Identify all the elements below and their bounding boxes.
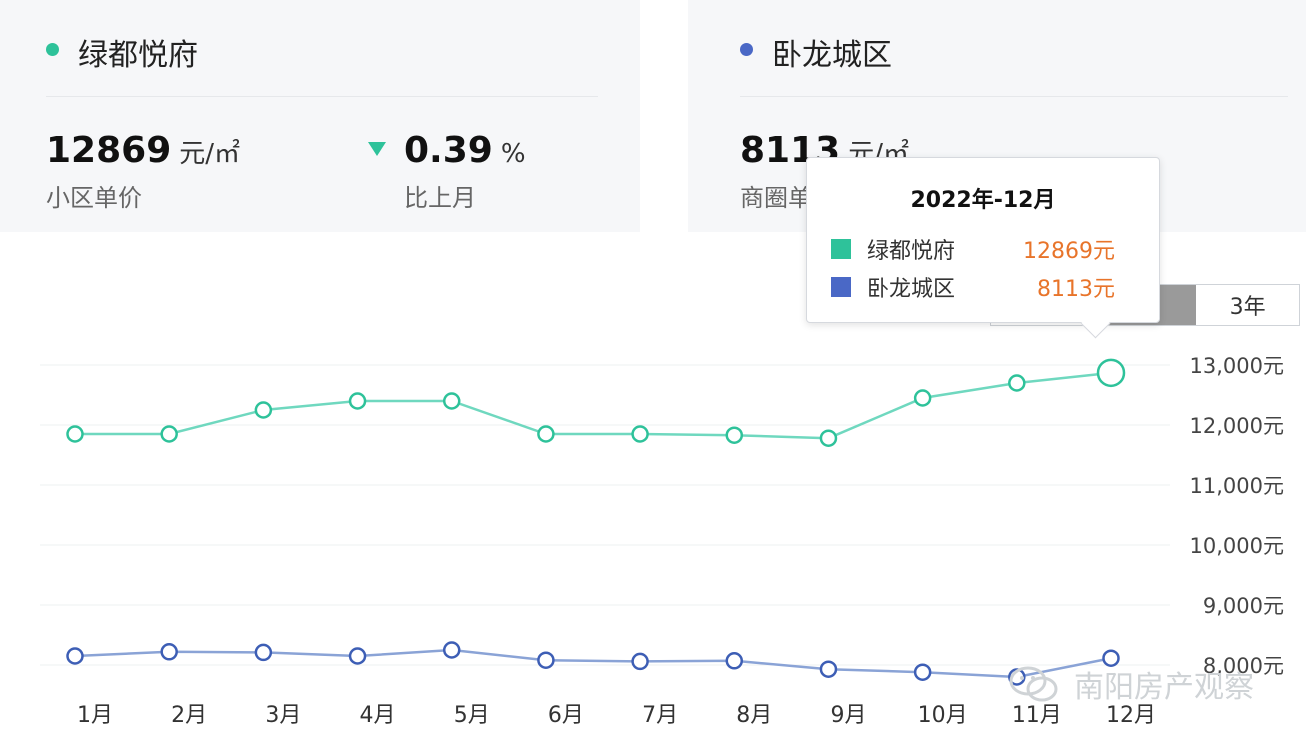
x-tick-label: 7月 — [642, 703, 678, 728]
project-title: 绿都悦府 — [78, 38, 198, 73]
project-price-value: 12869 元/㎡ — [46, 130, 240, 171]
project-price-label: 小区单价 — [46, 184, 142, 212]
data-point — [442, 641, 461, 659]
data-point — [913, 663, 932, 681]
tooltip-name-district: 卧龙城区 — [867, 277, 956, 302]
data-point — [725, 652, 744, 670]
y-tick-label: 13,000元 — [1190, 354, 1284, 378]
district-price-label: 商圈单 — [740, 184, 812, 212]
data-point — [1008, 374, 1026, 392]
y-tick-label: 11,000元 — [1190, 474, 1284, 498]
tooltip-name-project: 绿都悦府 — [867, 239, 956, 264]
data-point — [819, 429, 838, 447]
tooltip-value-project: 12869元 — [1023, 239, 1115, 264]
series-line-project — [75, 371, 1112, 440]
data-point — [348, 647, 367, 665]
data-point — [537, 425, 555, 443]
data-point — [160, 643, 178, 661]
x-tick-label: 4月 — [360, 703, 396, 728]
tooltip-row-project: 绿都悦府 12869元 — [831, 234, 1115, 264]
x-tick-label: 3月 — [265, 703, 301, 728]
y-tick-label: 12,000元 — [1190, 414, 1284, 438]
y-tick-label: 10,000元 — [1190, 534, 1284, 558]
wechat-icon — [1009, 666, 1058, 702]
card-divider — [46, 96, 598, 97]
series-line-district — [74, 648, 1112, 679]
chart-tooltip: 2022年-12月 绿都悦府 12869元 卧龙城区 8113元 — [806, 157, 1160, 323]
project-legend-dot — [46, 43, 59, 56]
y-tick-label: 8,000元 — [1203, 654, 1284, 678]
data-point — [913, 389, 932, 407]
tooltip-swatch-project — [831, 239, 851, 259]
x-tick-label: 12月 — [1106, 703, 1156, 728]
district-price-value: 8113 元/㎡ — [740, 130, 909, 171]
y-tick-label: 9,000元 — [1203, 594, 1284, 618]
watermark-text: 南阳房产观察 — [1074, 670, 1254, 705]
x-tick-label: 6月 — [548, 703, 584, 728]
x-tick-label: 5月 — [454, 703, 490, 728]
watermark: 南阳房产观察 — [1008, 662, 1254, 706]
tooltip-title: 2022年-12月 — [910, 188, 1056, 213]
x-tick-label: 8月 — [736, 703, 772, 728]
data-point — [631, 652, 649, 671]
project-price-unit: 元/㎡ — [179, 139, 241, 169]
data-point — [819, 660, 838, 678]
card-divider — [740, 96, 1288, 97]
project-price-card: 绿都悦府 12869 元/㎡ 小区单价 0.39% 比上月 — [0, 0, 640, 232]
month-change-unit: % — [500, 139, 526, 169]
range-tab-3y[interactable]: 3年 — [1229, 295, 1266, 320]
x-tick-label: 11月 — [1012, 703, 1062, 728]
project-price-number: 12869 — [46, 130, 172, 171]
data-point — [1102, 649, 1120, 667]
x-tick-label: 9月 — [830, 703, 866, 728]
x-tick-label: 10月 — [918, 703, 968, 728]
month-change-value: 0.39% — [404, 130, 526, 171]
month-change-number: 0.39 — [404, 130, 493, 171]
tooltip-row-district: 卧龙城区 8113元 — [831, 272, 1115, 302]
data-point — [1096, 358, 1126, 388]
x-tick-label: 1月 — [77, 703, 113, 728]
data-point — [348, 392, 367, 410]
district-legend-dot — [740, 43, 753, 56]
data-point — [66, 425, 84, 443]
data-point — [66, 647, 84, 665]
x-tick-label: 2月 — [171, 703, 207, 728]
down-arrow-icon — [368, 142, 386, 156]
data-point — [725, 426, 744, 444]
month-change-label: 比上月 — [404, 184, 476, 212]
data-point — [631, 425, 649, 443]
tooltip-value-district: 8113元 — [1037, 277, 1115, 302]
tooltip-swatch-district — [831, 277, 851, 297]
data-point — [537, 651, 555, 669]
data-point — [442, 392, 461, 410]
district-title: 卧龙城区 — [772, 38, 892, 73]
data-point — [160, 425, 178, 443]
data-point — [254, 401, 273, 419]
data-point — [254, 643, 273, 662]
